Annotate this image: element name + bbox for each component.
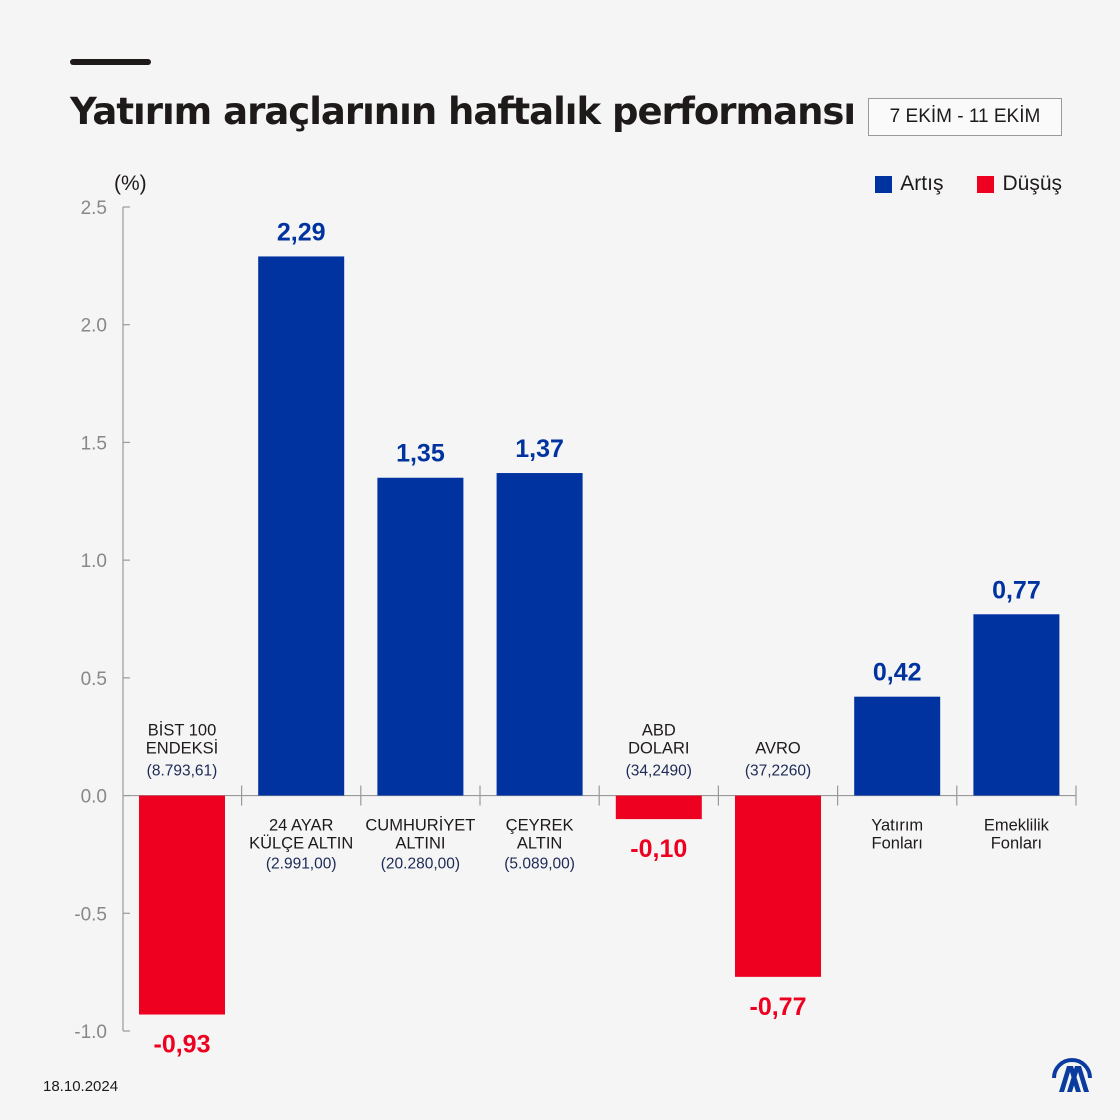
y-tick-label: -0.5	[74, 904, 107, 925]
category-label: DOLARI	[628, 740, 689, 758]
bar	[735, 795, 821, 977]
y-tick-label: 1.0	[81, 551, 107, 572]
data-label: 1,37	[515, 435, 564, 463]
y-tick-label: 2.0	[81, 316, 107, 337]
category-label: 24 AYAR	[269, 817, 334, 835]
category-label: CUMHURİYET	[365, 816, 475, 835]
bar	[139, 795, 225, 1015]
category-label: ALTINI	[395, 835, 445, 853]
legend-swatch-increase	[875, 175, 893, 193]
category-label: ÇEYREK	[506, 817, 574, 835]
footer-date: 18.10.2024	[43, 1078, 119, 1095]
aa-logo	[1050, 1050, 1094, 1099]
data-label: 0,77	[992, 576, 1041, 604]
category-label: Fonları	[991, 835, 1042, 853]
bar	[615, 795, 702, 820]
category-price: (34,2490)	[626, 763, 692, 780]
bar	[973, 614, 1060, 796]
category-price: (5.089,00)	[504, 856, 575, 873]
legend-swatch-decrease	[977, 175, 995, 193]
bar	[377, 477, 464, 796]
page-title: Yatırım araçlarının haftalık performansı	[70, 90, 856, 133]
y-tick-label: -1.0	[74, 1022, 107, 1043]
category-label: Emeklilik	[984, 817, 1050, 835]
legend: Artış Düşüş	[875, 172, 1062, 196]
category-price: (37,2260)	[745, 763, 811, 780]
y-tick-label: 0.5	[81, 669, 107, 690]
category-label: ABD	[642, 722, 676, 740]
legend-label: Artış	[900, 172, 944, 195]
category-label: KÜLÇE ALTIN	[249, 835, 353, 853]
category-label: ALTIN	[517, 835, 563, 853]
data-label: -0,77	[750, 993, 807, 1021]
y-tick-label: 1.5	[81, 433, 107, 454]
y-tick-label: 0.0	[81, 787, 107, 808]
bar	[496, 473, 583, 796]
y-tick-label: 2.5	[81, 198, 107, 219]
data-label: 2,29	[277, 218, 326, 246]
decorative-bar	[70, 59, 151, 65]
legend-item-increase: Artış	[875, 172, 943, 196]
category-price: (2.991,00)	[266, 856, 337, 873]
data-label: -0,93	[154, 1031, 211, 1059]
category-label: ENDEKSİ	[146, 739, 218, 758]
category-label: AVRO	[755, 740, 801, 758]
data-label: -0,10	[630, 835, 687, 863]
category-price: (20.280,00)	[381, 856, 460, 873]
legend-label: Düşüş	[1002, 172, 1062, 195]
data-label: 1,35	[396, 440, 445, 468]
bar	[854, 696, 941, 796]
legend-item-decrease: Düşüş	[977, 172, 1062, 196]
data-label: 0,42	[873, 659, 922, 687]
y-axis-unit: (%)	[114, 172, 147, 195]
category-label: Yatırım	[871, 817, 923, 835]
date-range-badge: 7 EKİM - 11 EKİM	[868, 98, 1062, 136]
category-label: Fonları	[872, 835, 923, 853]
category-label: BİST 100	[148, 721, 217, 740]
bar	[258, 256, 345, 796]
category-price: (8.793,61)	[147, 763, 218, 780]
